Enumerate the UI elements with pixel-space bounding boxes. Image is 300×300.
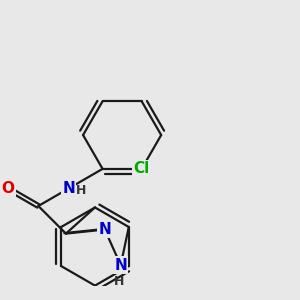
Text: N: N — [62, 181, 75, 196]
Text: O: O — [2, 181, 14, 196]
Text: H: H — [76, 184, 86, 197]
Text: Cl: Cl — [134, 161, 150, 176]
Text: N: N — [114, 258, 127, 273]
Text: N: N — [98, 222, 111, 237]
Text: H: H — [113, 275, 124, 288]
